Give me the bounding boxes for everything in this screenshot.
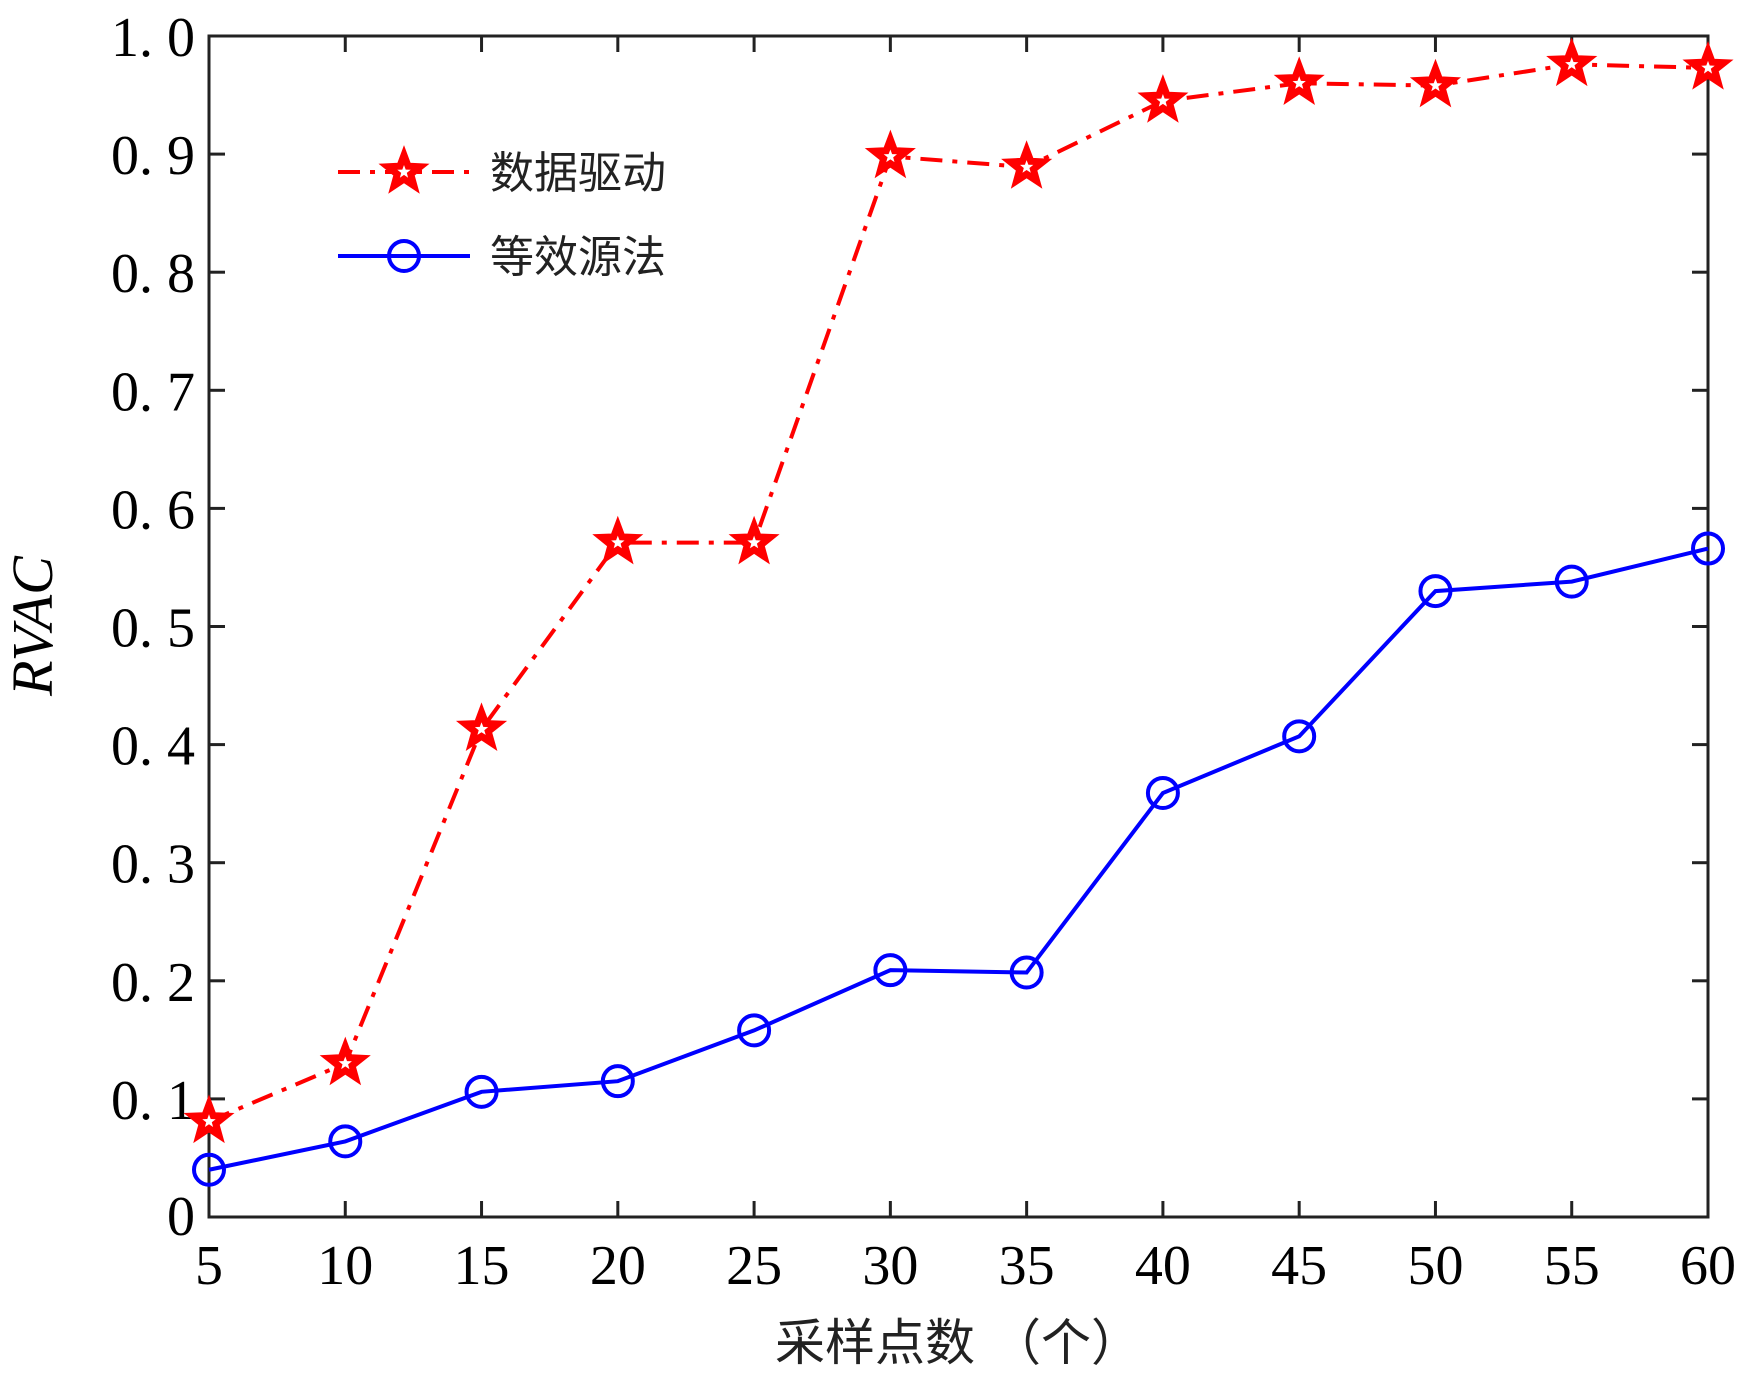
x-tick-label: 5 bbox=[195, 1235, 223, 1297]
circle-marker bbox=[1009, 955, 1044, 990]
circle-marker bbox=[1282, 719, 1317, 754]
series-equivalent-source bbox=[192, 531, 1725, 1187]
x-tick-label: 45 bbox=[1271, 1235, 1327, 1297]
star-marker-center bbox=[1020, 160, 1034, 173]
circle-marker bbox=[387, 239, 421, 273]
x-tick-label: 55 bbox=[1544, 1235, 1600, 1297]
star-marker-center bbox=[747, 535, 761, 549]
y-tick-label: 0 bbox=[167, 1186, 195, 1248]
x-tick-label: 10 bbox=[317, 1235, 373, 1297]
legend-label: 数据驱动 bbox=[490, 148, 666, 199]
circle-marker bbox=[1691, 531, 1725, 566]
legend-label: 等效源法 bbox=[490, 232, 666, 283]
y-tick-label: 0. 2 bbox=[111, 952, 195, 1014]
circle-marker bbox=[737, 1013, 772, 1048]
y-tick-label: 0. 3 bbox=[111, 834, 195, 896]
circle-marker bbox=[1145, 776, 1180, 811]
x-tick-label: 25 bbox=[726, 1235, 782, 1297]
star-marker-center bbox=[1156, 94, 1170, 107]
star-marker-center bbox=[883, 149, 897, 163]
x-tick-label: 35 bbox=[999, 1235, 1055, 1297]
star-marker-center bbox=[1428, 78, 1443, 92]
y-tick-label: 0. 6 bbox=[111, 479, 195, 541]
circle-marker bbox=[873, 953, 908, 988]
y-tick-label: 0. 5 bbox=[111, 598, 195, 660]
x-tick-label: 50 bbox=[1407, 1235, 1463, 1297]
y-tick-label: 0. 1 bbox=[111, 1070, 195, 1132]
plot-frame bbox=[207, 34, 1710, 1219]
y-tick-label: 1. 0 bbox=[111, 7, 195, 69]
star-marker-center bbox=[1565, 57, 1579, 70]
x-tick-label: 30 bbox=[862, 1235, 918, 1297]
circle-marker bbox=[328, 1124, 363, 1159]
y-tick-label: 0. 9 bbox=[111, 125, 195, 187]
x-tick-label: 40 bbox=[1135, 1235, 1191, 1297]
circle-marker bbox=[192, 1152, 226, 1187]
y-tick-label: 0. 7 bbox=[111, 361, 195, 423]
circle-marker bbox=[1554, 564, 1589, 599]
x-tick-label: 60 bbox=[1680, 1235, 1736, 1297]
star-marker-center bbox=[1701, 60, 1715, 74]
series-line bbox=[208, 546, 1709, 1172]
star-marker-center bbox=[474, 722, 489, 735]
star-marker-center bbox=[202, 1114, 216, 1127]
y-axis-label: RVAC bbox=[0, 555, 65, 697]
star-marker-center bbox=[611, 535, 625, 549]
y-tick-label: 0. 8 bbox=[111, 243, 195, 305]
circle-marker bbox=[464, 1074, 499, 1109]
star-marker-center bbox=[338, 1056, 352, 1070]
circle-marker bbox=[600, 1064, 635, 1099]
star-marker-center bbox=[1292, 76, 1306, 89]
circle-marker bbox=[1418, 574, 1453, 609]
x-tick-label: 15 bbox=[454, 1235, 510, 1297]
x-tick-label: 20 bbox=[590, 1235, 646, 1297]
series-line bbox=[208, 62, 1709, 1124]
series-data-driven bbox=[183, 37, 1734, 1144]
x-axis-label: 采样点数 （个） bbox=[775, 1314, 1141, 1372]
star-marker-center bbox=[397, 165, 411, 178]
y-tick-label: 0. 4 bbox=[111, 716, 195, 778]
